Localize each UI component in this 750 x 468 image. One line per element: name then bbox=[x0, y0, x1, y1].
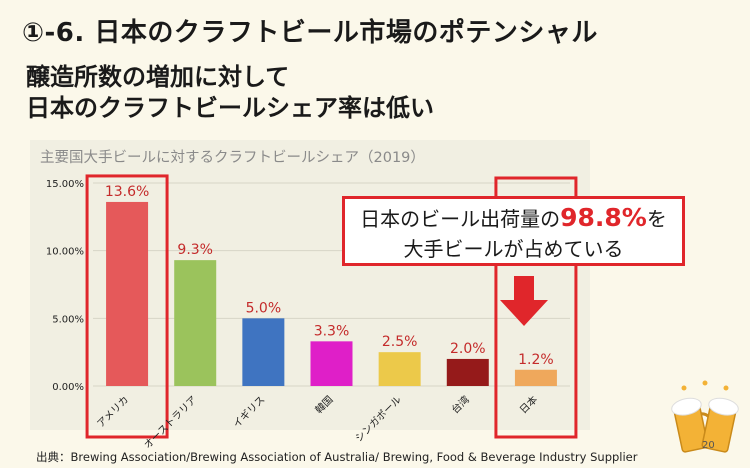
y-tick-label: 10.00% bbox=[46, 247, 84, 258]
callout-line-1: 日本のビール出荷量の98.8%を bbox=[345, 203, 682, 234]
y-tick-label: 5.00% bbox=[52, 314, 84, 325]
y-tick-label: 15.00% bbox=[46, 179, 84, 190]
bar bbox=[514, 369, 557, 386]
data-label: 9.3% bbox=[177, 242, 213, 258]
bar bbox=[174, 260, 217, 386]
headline-line-2: 日本のクラフトビールシェア率は低い bbox=[26, 94, 434, 122]
x-tick-label: イギリス bbox=[231, 394, 268, 431]
bar bbox=[106, 201, 149, 386]
callout-line-2: 大手ビールが占めている bbox=[403, 237, 624, 261]
beer-toast-icon bbox=[671, 380, 739, 453]
x-tick-label: 日本 bbox=[517, 393, 540, 416]
source-citation: 出典：Brewing Association/Brewing Associati… bbox=[36, 450, 638, 464]
bar bbox=[446, 358, 489, 386]
bar bbox=[242, 318, 285, 386]
x-tick-label: シンガポール bbox=[353, 394, 404, 445]
x-tick-label: アメリカ bbox=[95, 394, 131, 430]
highlight-frame bbox=[85, 174, 169, 439]
x-tick-label: 韓国 bbox=[313, 394, 336, 417]
highlight-frame bbox=[494, 176, 578, 439]
headline-line-1: 醸造所数の増加に対して bbox=[26, 63, 290, 91]
data-label: 5.0% bbox=[246, 300, 282, 316]
chart-title: 主要国大手ビールに対するクラフトビールシェア（2019） bbox=[40, 150, 425, 166]
x-tick-label: オーストラリア bbox=[142, 394, 200, 452]
data-label: 1.2% bbox=[518, 352, 554, 368]
callout-post: を bbox=[646, 207, 667, 231]
data-label: 2.5% bbox=[382, 334, 418, 350]
callout-percent: 98.8% bbox=[560, 203, 647, 232]
headline: 醸造所数の増加に対して 日本のクラフトビールシェア率は低い bbox=[26, 62, 434, 124]
data-label: 3.3% bbox=[314, 323, 350, 339]
bar bbox=[310, 341, 353, 386]
slide-title: ①-6. 日本のクラフトビール市場のポテンシャル bbox=[22, 18, 598, 48]
data-label: 13.6% bbox=[105, 184, 149, 200]
down-arrow-icon bbox=[500, 276, 548, 326]
page-number: 20 bbox=[702, 440, 715, 451]
callout-pre: 日本のビール出荷量の bbox=[360, 207, 561, 231]
data-label: 2.0% bbox=[450, 341, 486, 357]
y-tick-label: 0.00% bbox=[52, 382, 84, 393]
x-tick-label: 台湾 bbox=[449, 393, 472, 416]
callout-box: 日本のビール出荷量の98.8%を 大手ビールが占めている bbox=[342, 196, 685, 266]
bar bbox=[378, 352, 421, 386]
